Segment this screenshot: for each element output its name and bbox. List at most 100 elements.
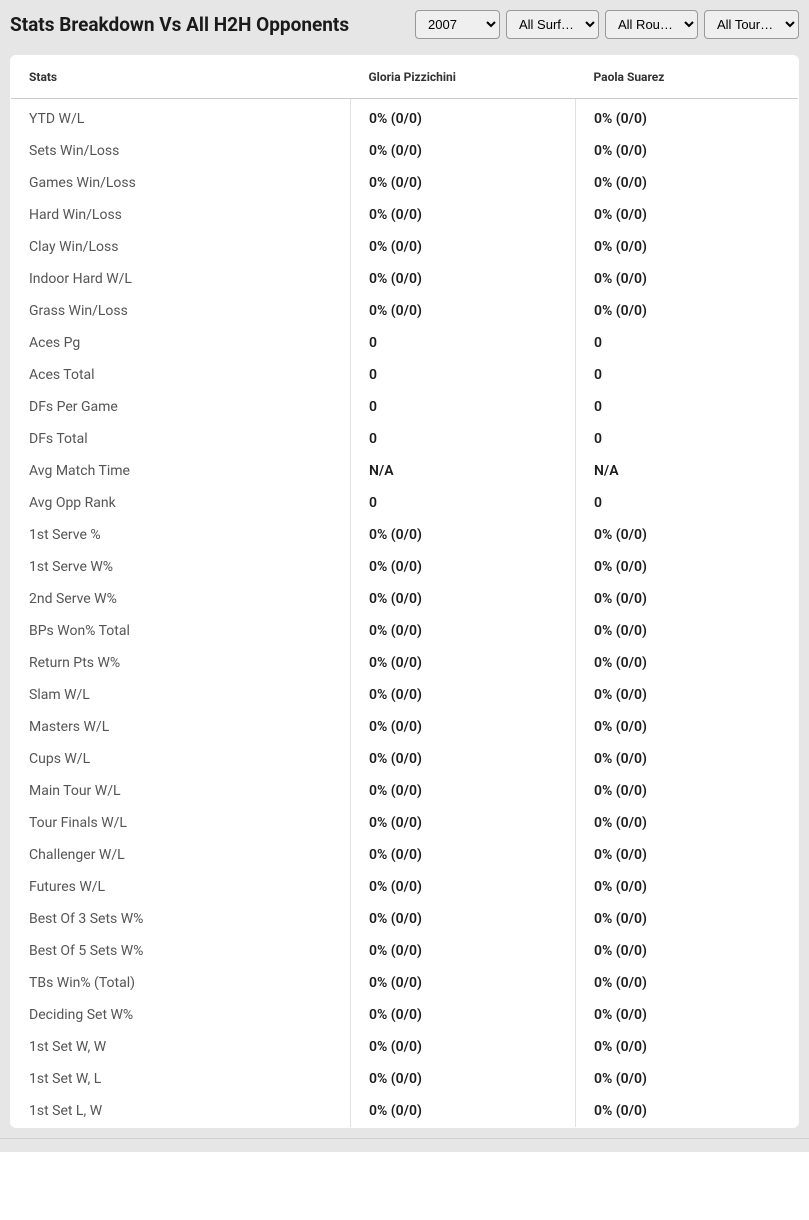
stat-value-player1: 0 xyxy=(351,359,576,391)
stat-value-player2: 0% (0/0) xyxy=(576,519,799,551)
stat-name-cell: Cups W/L xyxy=(11,743,351,775)
table-container: Stats Gloria Pizzichini Paola Suarez YTD… xyxy=(0,49,809,1138)
stat-value-player2: 0% (0/0) xyxy=(576,231,799,263)
table-row: TBs Win% (Total)0% (0/0)0% (0/0) xyxy=(11,967,799,999)
table-row: Games Win/Loss0% (0/0)0% (0/0) xyxy=(11,167,799,199)
stat-value-player1: 0% (0/0) xyxy=(351,775,576,807)
stat-value-player2: 0% (0/0) xyxy=(576,839,799,871)
stat-value-player2: 0% (0/0) xyxy=(576,711,799,743)
stat-name-cell: Avg Opp Rank xyxy=(11,487,351,519)
table-row: 1st Set W, L0% (0/0)0% (0/0) xyxy=(11,1063,799,1095)
table-row: Grass Win/Loss0% (0/0)0% (0/0) xyxy=(11,295,799,327)
stat-value-player1: 0% (0/0) xyxy=(351,1063,576,1095)
stat-value-player2: 0% (0/0) xyxy=(576,807,799,839)
stat-value-player2: 0 xyxy=(576,391,799,423)
column-header-player2: Paola Suarez xyxy=(576,56,799,99)
table-row: Clay Win/Loss0% (0/0)0% (0/0) xyxy=(11,231,799,263)
stat-name-cell: Deciding Set W% xyxy=(11,999,351,1031)
table-row: Avg Match TimeN/AN/A xyxy=(11,455,799,487)
stat-value-player1: N/A xyxy=(351,455,576,487)
stat-name-cell: TBs Win% (Total) xyxy=(11,967,351,999)
stat-value-player1: 0% (0/0) xyxy=(351,199,576,231)
stat-value-player1: 0% (0/0) xyxy=(351,999,576,1031)
stat-value-player2: 0% (0/0) xyxy=(576,1063,799,1095)
stat-value-player2: 0% (0/0) xyxy=(576,903,799,935)
year-select[interactable]: 2007 xyxy=(415,10,500,39)
surface-select[interactable]: All Surf… xyxy=(506,10,599,39)
stat-value-player1: 0% (0/0) xyxy=(351,935,576,967)
stat-value-player2: 0% (0/0) xyxy=(576,775,799,807)
stat-name-cell: Grass Win/Loss xyxy=(11,295,351,327)
stat-value-player1: 0% (0/0) xyxy=(351,295,576,327)
stat-value-player1: 0% (0/0) xyxy=(351,615,576,647)
stat-value-player2: 0% (0/0) xyxy=(576,615,799,647)
stat-value-player1: 0% (0/0) xyxy=(351,231,576,263)
stat-name-cell: Main Tour W/L xyxy=(11,775,351,807)
stat-name-cell: DFs Total xyxy=(11,423,351,455)
stat-name-cell: 1st Set W, W xyxy=(11,1031,351,1063)
table-row: Sets Win/Loss0% (0/0)0% (0/0) xyxy=(11,135,799,167)
table-row: 1st Set W, W0% (0/0)0% (0/0) xyxy=(11,1031,799,1063)
round-select[interactable]: All Rou… xyxy=(605,10,698,39)
stat-name-cell: Slam W/L xyxy=(11,679,351,711)
stat-value-player1: 0% (0/0) xyxy=(351,839,576,871)
stat-name-cell: Games Win/Loss xyxy=(11,167,351,199)
stat-value-player1: 0% (0/0) xyxy=(351,135,576,167)
table-header-row: Stats Gloria Pizzichini Paola Suarez xyxy=(11,56,799,99)
table-row: 1st Set L, W0% (0/0)0% (0/0) xyxy=(11,1095,799,1128)
stat-value-player1: 0% (0/0) xyxy=(351,263,576,295)
table-row: Cups W/L0% (0/0)0% (0/0) xyxy=(11,743,799,775)
stat-value-player2: 0% (0/0) xyxy=(576,199,799,231)
table-row: Hard Win/Loss0% (0/0)0% (0/0) xyxy=(11,199,799,231)
stat-value-player1: 0% (0/0) xyxy=(351,167,576,199)
stat-name-cell: Avg Match Time xyxy=(11,455,351,487)
stat-name-cell: Return Pts W% xyxy=(11,647,351,679)
stat-name-cell: Aces Pg xyxy=(11,327,351,359)
stat-value-player2: 0% (0/0) xyxy=(576,135,799,167)
stat-value-player2: 0% (0/0) xyxy=(576,1031,799,1063)
stat-value-player2: 0 xyxy=(576,487,799,519)
stat-value-player2: 0% (0/0) xyxy=(576,99,799,136)
stat-value-player2: 0% (0/0) xyxy=(576,295,799,327)
stat-name-cell: Futures W/L xyxy=(11,871,351,903)
stat-value-player2: 0% (0/0) xyxy=(576,1095,799,1128)
table-row: 1st Serve W%0% (0/0)0% (0/0) xyxy=(11,551,799,583)
stat-value-player1: 0% (0/0) xyxy=(351,903,576,935)
stat-value-player1: 0% (0/0) xyxy=(351,1031,576,1063)
stat-value-player1: 0% (0/0) xyxy=(351,647,576,679)
column-header-player1: Gloria Pizzichini xyxy=(351,56,576,99)
filter-group: 2007 All Surf… All Rou… All Tour… xyxy=(415,10,799,39)
stat-value-player1: 0% (0/0) xyxy=(351,583,576,615)
stats-table: Stats Gloria Pizzichini Paola Suarez YTD… xyxy=(10,55,799,1128)
stat-name-cell: Best Of 3 Sets W% xyxy=(11,903,351,935)
stat-value-player2: N/A xyxy=(576,455,799,487)
stat-name-cell: 2nd Serve W% xyxy=(11,583,351,615)
stat-name-cell: 1st Set W, L xyxy=(11,1063,351,1095)
table-row: BPs Won% Total0% (0/0)0% (0/0) xyxy=(11,615,799,647)
column-header-stats: Stats xyxy=(11,56,351,99)
table-row: Challenger W/L0% (0/0)0% (0/0) xyxy=(11,839,799,871)
stat-value-player2: 0 xyxy=(576,359,799,391)
stat-name-cell: YTD W/L xyxy=(11,99,351,136)
stat-value-player1: 0% (0/0) xyxy=(351,711,576,743)
table-row: Main Tour W/L0% (0/0)0% (0/0) xyxy=(11,775,799,807)
stat-value-player1: 0% (0/0) xyxy=(351,967,576,999)
stat-value-player1: 0% (0/0) xyxy=(351,807,576,839)
stat-name-cell: Best Of 5 Sets W% xyxy=(11,935,351,967)
stat-name-cell: Challenger W/L xyxy=(11,839,351,871)
stat-value-player1: 0 xyxy=(351,327,576,359)
stat-value-player1: 0% (0/0) xyxy=(351,871,576,903)
table-row: Slam W/L0% (0/0)0% (0/0) xyxy=(11,679,799,711)
stat-name-cell: 1st Serve % xyxy=(11,519,351,551)
stat-name-cell: Clay Win/Loss xyxy=(11,231,351,263)
stat-value-player1: 0% (0/0) xyxy=(351,743,576,775)
table-row: 1st Serve %0% (0/0)0% (0/0) xyxy=(11,519,799,551)
table-row: Aces Total00 xyxy=(11,359,799,391)
stat-value-player2: 0% (0/0) xyxy=(576,679,799,711)
stat-value-player2: 0% (0/0) xyxy=(576,263,799,295)
stat-value-player2: 0% (0/0) xyxy=(576,647,799,679)
table-row: Best Of 5 Sets W%0% (0/0)0% (0/0) xyxy=(11,935,799,967)
table-row: Indoor Hard W/L0% (0/0)0% (0/0) xyxy=(11,263,799,295)
tournament-select[interactable]: All Tour… xyxy=(704,10,799,39)
stat-name-cell: Tour Finals W/L xyxy=(11,807,351,839)
